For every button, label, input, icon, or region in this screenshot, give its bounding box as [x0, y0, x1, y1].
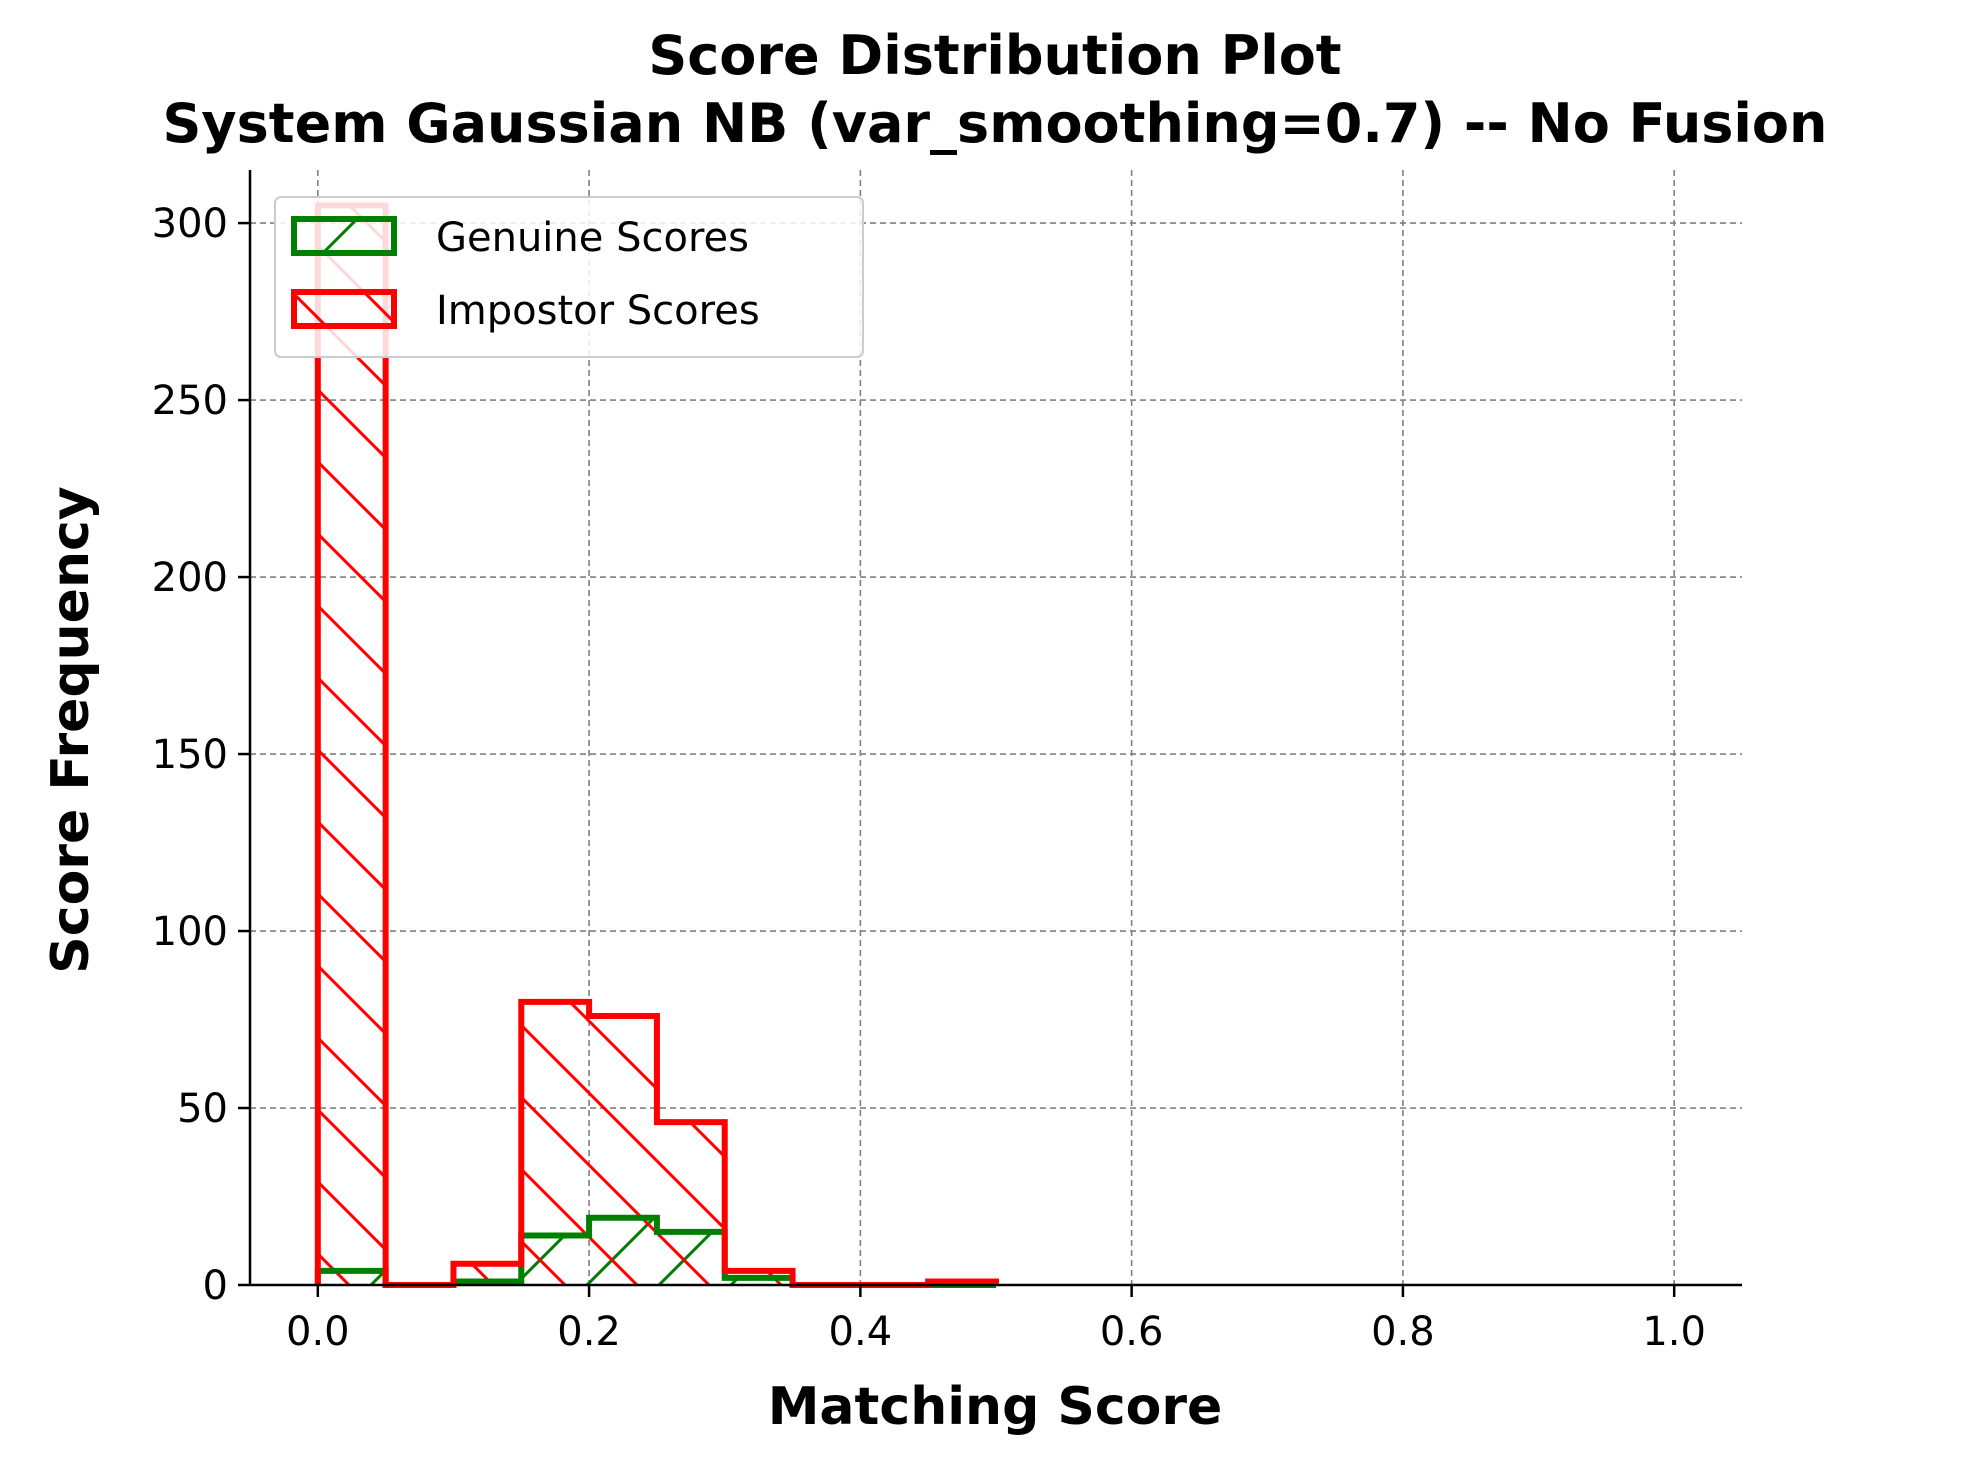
legend-label-impostor: Impostor Scores — [436, 288, 760, 334]
x-tick-label: 1.0 — [1642, 1309, 1706, 1355]
x-tick-label: 0.0 — [286, 1309, 350, 1355]
chart-title: Score Distribution Plot — [648, 24, 1341, 87]
x-axis-label: Matching Score — [768, 1377, 1223, 1437]
x-tick-label: 0.2 — [557, 1309, 621, 1355]
ticks: 0.0 0.2 0.4 0.6 0.8 1.0 0 50 100 150 200 250 300 — [152, 201, 1706, 1355]
impostor-bar — [317, 205, 386, 1285]
y-axis-label: Score Frequency — [41, 486, 101, 973]
y-tick-label: 150 — [152, 732, 228, 778]
legend-frame — [274, 196, 864, 358]
legend-swatch-impostor — [291, 289, 397, 329]
chart-subtitle: System Gaussian NB (var_smoothing=0.7) -… — [163, 92, 1828, 155]
impostor-bar — [521, 1001, 590, 1285]
y-tick-label: 0 — [203, 1263, 228, 1309]
legend: Genuine Scores Impostor Scores — [274, 196, 864, 358]
legend-label-genuine: Genuine Scores — [436, 215, 749, 261]
axes — [248, 170, 1742, 1287]
y-tick-label: 50 — [177, 1086, 228, 1132]
x-tick-label: 0.4 — [829, 1309, 893, 1355]
y-tick-label: 100 — [152, 909, 228, 955]
y-tick-label: 300 — [152, 201, 228, 247]
impostor-bar — [656, 1122, 725, 1285]
impostor-bar — [589, 1015, 657, 1285]
x-tick-label: 0.8 — [1371, 1309, 1435, 1355]
histogram-bars — [314, 202, 999, 1288]
impostor-histogram-outline — [314, 202, 999, 1288]
legend-swatch-genuine — [291, 216, 397, 256]
legend-item-impostor: Impostor Scores — [291, 288, 760, 334]
x-tick-label: 0.6 — [1100, 1309, 1164, 1355]
y-tick-label: 250 — [152, 378, 228, 424]
y-tick-label: 200 — [152, 555, 228, 601]
legend-item-genuine: Genuine Scores — [291, 215, 749, 261]
